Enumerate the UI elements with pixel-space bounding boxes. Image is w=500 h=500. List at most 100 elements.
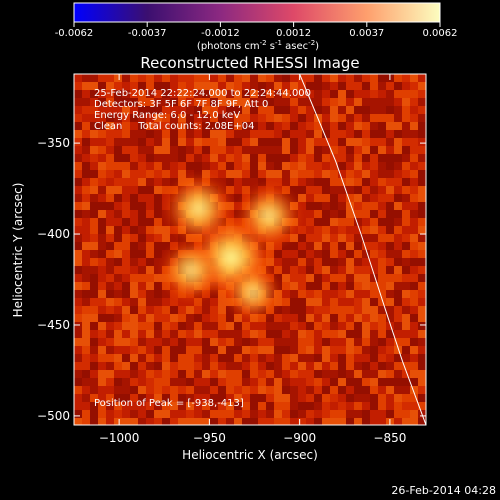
heatmap-cell — [138, 370, 146, 378]
heatmap-cell — [306, 226, 314, 234]
heatmap-cell — [74, 338, 82, 346]
heatmap-cell — [386, 98, 394, 106]
heatmap-cell — [274, 306, 282, 314]
x-tick-label: −1000 — [99, 431, 140, 445]
heatmap-cell — [146, 322, 154, 330]
heatmap-cell — [370, 130, 378, 138]
heatmap-cell — [322, 306, 330, 314]
heatmap-cell — [330, 394, 338, 402]
heatmap-cell — [218, 394, 226, 402]
heatmap-cell — [242, 410, 250, 418]
heatmap-cell — [170, 138, 178, 146]
heatmap-cell — [298, 114, 306, 122]
heatmap-cell — [146, 306, 154, 314]
heatmap-cell — [258, 178, 266, 186]
heatmap-cell — [378, 386, 386, 394]
heatmap-cell — [298, 314, 306, 322]
heatmap-cell — [170, 386, 178, 394]
heatmap-cell — [202, 314, 210, 322]
heatmap-cell — [394, 82, 402, 90]
heatmap-cell — [98, 274, 106, 282]
heatmap-cell — [74, 234, 82, 242]
heatmap-cell — [290, 402, 298, 410]
heatmap-cell — [298, 370, 306, 378]
heatmap-cell — [106, 114, 114, 122]
heatmap-cell — [138, 306, 146, 314]
heatmap-cell — [378, 394, 386, 402]
heatmap-cell — [378, 226, 386, 234]
heatmap-cell — [82, 410, 90, 418]
heatmap-cell — [298, 330, 306, 338]
heatmap-cell — [178, 338, 186, 346]
heatmap-cell — [378, 130, 386, 138]
heatmap-cell — [306, 154, 314, 162]
heatmap-cell — [386, 122, 394, 130]
heatmap-cell — [106, 122, 114, 130]
heatmap-cell — [370, 394, 378, 402]
heatmap-cell — [242, 90, 250, 98]
heatmap-cell — [130, 218, 138, 226]
heatmap-cell — [370, 266, 378, 274]
heatmap-cell — [114, 322, 122, 330]
heatmap-cell — [314, 274, 322, 282]
heatmap-cell — [178, 322, 186, 330]
heatmap-cell — [330, 370, 338, 378]
heatmap-cell — [146, 298, 154, 306]
heatmap-cell — [186, 354, 194, 362]
heatmap-cell — [362, 314, 370, 322]
heatmap-cell — [90, 218, 98, 226]
heatmap-cell — [122, 330, 130, 338]
heatmap-cell — [74, 418, 82, 425]
heatmap-cell — [338, 146, 346, 154]
heatmap-cell — [90, 170, 98, 178]
heatmap-cell — [186, 306, 194, 314]
heatmap-cell — [130, 402, 138, 410]
heatmap-cell — [106, 130, 114, 138]
heatmap-cell — [338, 90, 346, 98]
heatmap-cell — [218, 82, 226, 90]
heatmap-cell — [314, 346, 322, 354]
heatmap-cell — [114, 138, 122, 146]
heatmap-cell — [178, 346, 186, 354]
heatmap-cell — [306, 210, 314, 218]
heatmap-cell — [370, 410, 378, 418]
heatmap-cell — [362, 306, 370, 314]
heatmap-cell — [74, 114, 82, 122]
heatmap-cell — [178, 122, 186, 130]
heatmap-cell — [138, 106, 146, 114]
heatmap-cell — [258, 418, 266, 425]
heatmap-cell — [402, 210, 410, 218]
footer-timestamp: 26-Feb-2014 04:28 — [391, 484, 496, 497]
heatmap-cell — [386, 114, 394, 122]
heatmap-cell — [290, 114, 298, 122]
heatmap-cell — [106, 370, 114, 378]
heatmap-cell — [90, 266, 98, 274]
heatmap-cell — [314, 418, 322, 425]
heatmap-cell — [234, 346, 242, 354]
heatmap-cell — [218, 162, 226, 170]
heatmap-cell — [274, 82, 282, 90]
heatmap-cell — [306, 250, 314, 258]
heatmap-cell — [162, 130, 170, 138]
heatmap-cell — [354, 330, 362, 338]
x-tick-label: −900 — [283, 431, 316, 445]
heatmap-cell — [306, 90, 314, 98]
heatmap-cell — [74, 266, 82, 274]
heatmap-cell — [138, 418, 146, 425]
source-lobe — [159, 238, 223, 303]
heatmap-cell — [330, 386, 338, 394]
heatmap-cell — [378, 322, 386, 330]
heatmap-cell — [386, 162, 394, 170]
heatmap-cell — [330, 282, 338, 290]
heatmap-cell — [114, 314, 122, 322]
heatmap-cell — [218, 338, 226, 346]
heatmap-cell — [138, 202, 146, 210]
heatmap-cell — [330, 146, 338, 154]
heatmap-cell — [106, 90, 114, 98]
heatmap-cell — [82, 378, 90, 386]
heatmap-cell — [242, 418, 250, 425]
heatmap-cell — [218, 130, 226, 138]
heatmap-cell — [346, 210, 354, 218]
heatmap-cell — [370, 114, 378, 122]
heatmap-cell — [418, 370, 426, 378]
